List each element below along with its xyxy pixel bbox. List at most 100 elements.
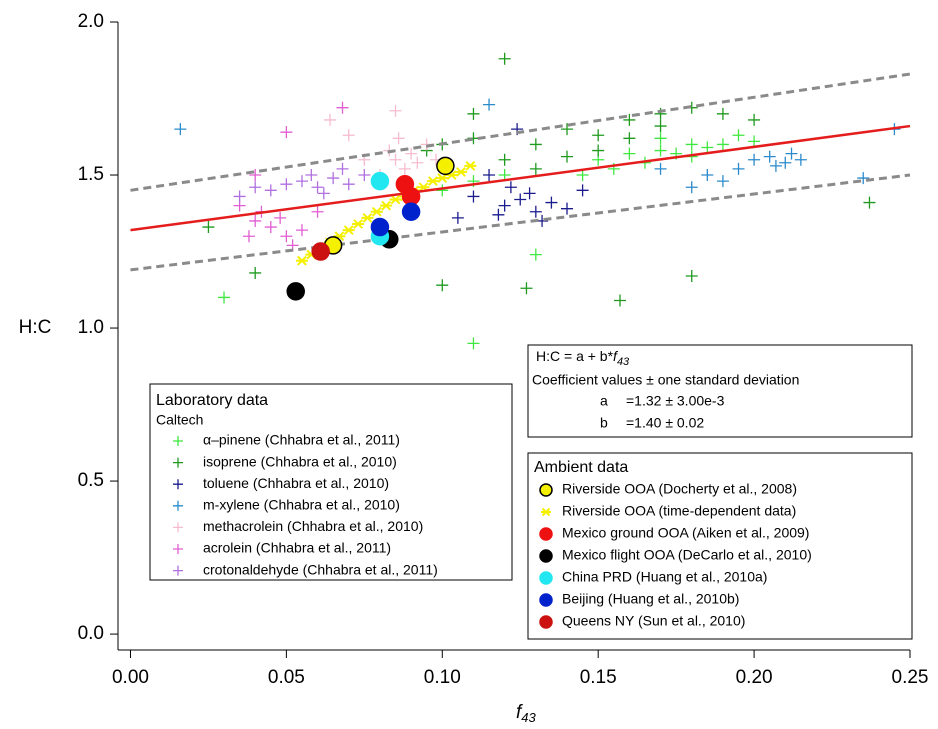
point <box>352 219 365 229</box>
legend-marker <box>539 593 553 607</box>
point <box>520 282 533 295</box>
legend-label: Mexico ground OOA (Aiken et al., 2009) <box>562 525 809 541</box>
legend-label: Riverside OOA (Docherty et al., 2008) <box>562 481 797 497</box>
point <box>685 270 698 283</box>
legend-marker <box>173 565 183 576</box>
point <box>464 160 477 171</box>
point <box>324 113 337 126</box>
point <box>492 208 505 221</box>
point <box>336 162 349 175</box>
legend-marker <box>541 507 551 517</box>
legend-marker <box>539 527 553 541</box>
point <box>242 230 255 243</box>
y-tick-label: 0.5 <box>78 470 104 491</box>
point <box>654 162 667 175</box>
legend-label: crotonaldehyde (Chhabra et al., 2011) <box>203 561 438 577</box>
point <box>451 211 464 224</box>
point <box>274 211 287 224</box>
legend-label: toluene (Chhabra et al., 2010) <box>203 475 389 491</box>
point <box>405 147 418 160</box>
x-axis-label-sub: 43 <box>521 710 536 725</box>
legend-label: Beijing (Huang et al., 2010b) <box>562 591 739 607</box>
point <box>426 176 439 187</box>
point <box>311 181 324 194</box>
point <box>401 202 421 221</box>
legend-marker <box>173 522 183 533</box>
point <box>336 101 349 114</box>
point <box>654 144 667 157</box>
point <box>685 181 698 194</box>
lab-legend-box <box>149 383 513 581</box>
point <box>411 156 424 169</box>
point <box>498 52 511 65</box>
point <box>529 248 542 261</box>
point <box>863 196 876 209</box>
legend-subtitle: Caltech <box>156 412 203 428</box>
point <box>342 129 355 142</box>
point <box>623 132 636 145</box>
plot-area <box>130 52 911 350</box>
point <box>380 200 393 211</box>
y-tick-label: 1.0 <box>78 317 104 338</box>
legend-marker <box>173 500 183 511</box>
legend-label: acrolein (Chhabra et al., 2011) <box>203 540 391 556</box>
point <box>389 194 402 205</box>
point <box>623 113 636 126</box>
point <box>523 187 536 200</box>
y-axis-label: H:C <box>19 317 52 338</box>
point <box>218 291 231 304</box>
point <box>249 266 262 279</box>
x-tick-label: 0.10 <box>424 667 461 688</box>
confidence-line <box>130 72 911 192</box>
point <box>311 205 324 218</box>
point <box>358 169 371 182</box>
legend-marker <box>173 436 183 446</box>
point <box>514 193 527 206</box>
point <box>436 184 449 197</box>
point <box>769 159 782 172</box>
x-axis-label-var: f <box>516 702 523 723</box>
fit-equation-var: f <box>613 348 619 364</box>
point <box>614 294 627 307</box>
x-tick-label: 0.00 <box>112 667 149 688</box>
point <box>748 153 761 166</box>
point <box>249 169 262 182</box>
point <box>483 98 496 111</box>
point <box>249 181 262 194</box>
point <box>454 167 467 177</box>
point <box>732 129 745 142</box>
legend-label: methacrolein (Chhabra et al., 2010) <box>203 518 423 534</box>
legend-marker <box>539 615 553 629</box>
legend-title: Ambient data <box>534 459 628 476</box>
confidence-line <box>130 173 911 272</box>
point <box>654 120 667 133</box>
point <box>857 172 870 185</box>
point <box>327 172 340 185</box>
coef-name: b <box>600 415 608 431</box>
point <box>794 153 807 166</box>
x-tick-label: 0.20 <box>736 667 773 688</box>
fit-box <box>527 344 913 438</box>
point <box>763 150 776 163</box>
point <box>561 123 574 136</box>
legend-label: Riverside OOA (time-dependent data) <box>562 503 796 519</box>
point <box>576 169 589 182</box>
point <box>561 150 574 163</box>
point <box>545 196 558 209</box>
point <box>202 221 215 234</box>
legend-marker <box>539 571 553 585</box>
legend-title: Laboratory data <box>156 392 268 409</box>
point <box>264 184 277 197</box>
point <box>716 107 729 120</box>
point <box>592 129 605 142</box>
legend-label: m-xylene (Chhabra et al., 2010) <box>203 497 400 513</box>
point <box>233 190 246 203</box>
point <box>295 255 308 266</box>
legend-marker <box>173 479 183 490</box>
point <box>342 225 355 236</box>
point <box>716 175 729 188</box>
point <box>280 230 293 243</box>
point <box>623 147 636 160</box>
point <box>576 184 589 197</box>
point <box>467 107 480 120</box>
